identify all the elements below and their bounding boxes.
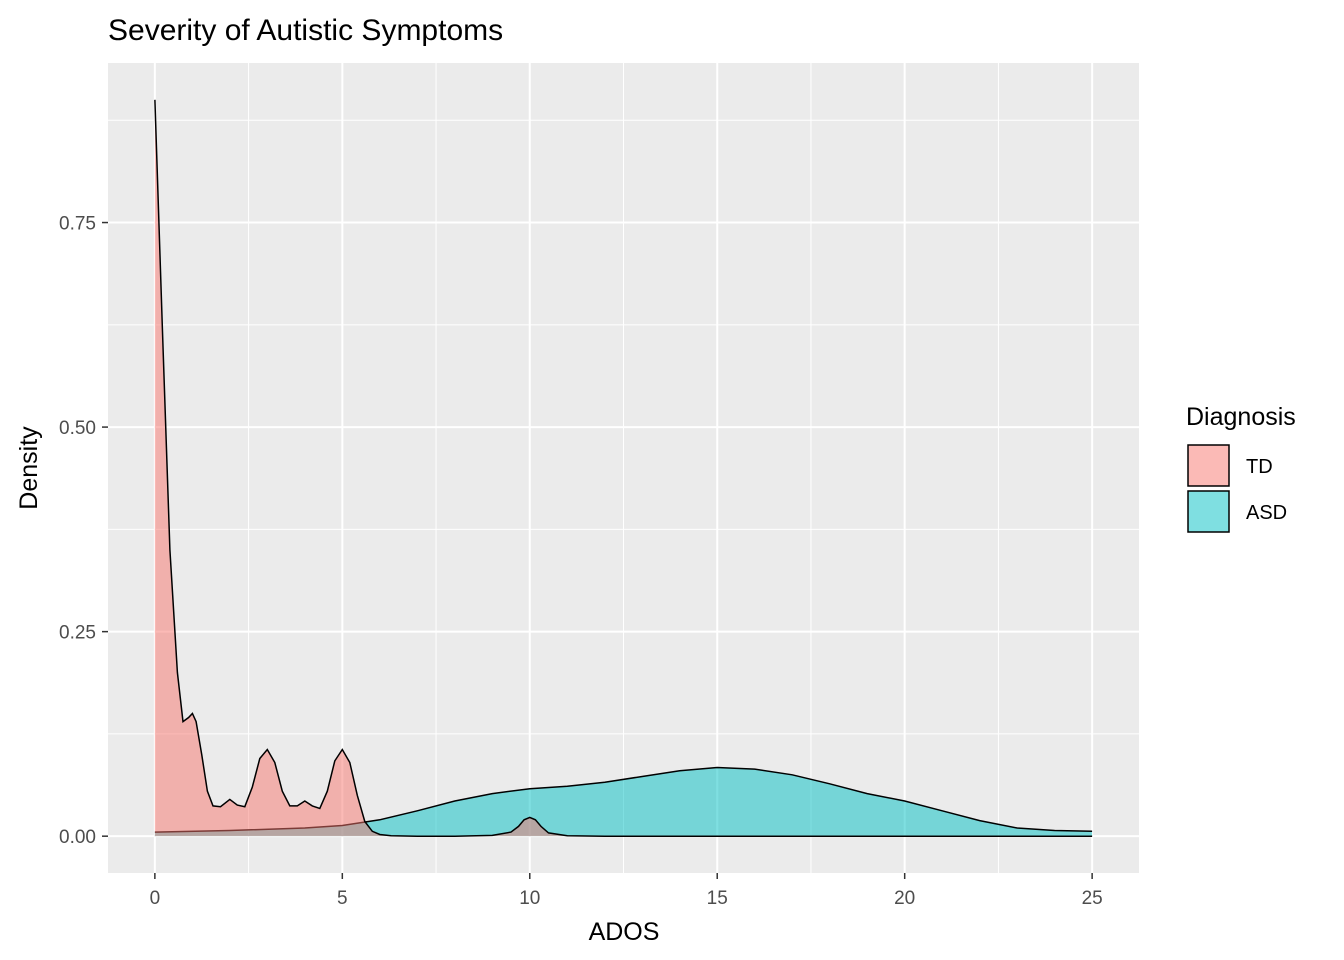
y-tick-label: 0.25: [59, 623, 96, 644]
legend-swatch-td: [1187, 444, 1230, 487]
x-axis-title: ADOS: [589, 918, 660, 946]
legend: Diagnosis TD ASD: [1186, 403, 1296, 533]
y-axis: 0.00 0.25 0.50 0.75: [59, 214, 108, 848]
chart-title: Severity of Autistic Symptoms: [108, 14, 503, 47]
x-tick-label: 20: [894, 888, 915, 909]
x-tick-label: 5: [337, 888, 348, 909]
y-tick-label: 0.50: [59, 418, 96, 439]
y-tick-label: 0.75: [59, 214, 96, 235]
density-line-asd: [154, 766, 1093, 833]
x-tick-label: 10: [519, 888, 540, 909]
legend-label-td: TD: [1246, 456, 1273, 478]
x-tick-label: 0: [150, 888, 161, 909]
x-axis: 0 5 10 15 20 25: [150, 873, 1103, 909]
legend-title: Diagnosis: [1186, 403, 1296, 431]
density-line-td: [154, 99, 1093, 837]
density-areas: [154, 99, 1093, 837]
density-area-asd: [154, 767, 1093, 837]
x-tick-label: 25: [1082, 888, 1103, 909]
legend-label-asd: ASD: [1246, 502, 1287, 524]
legend-entries: TD ASD: [1187, 444, 1287, 533]
y-tick-label: 0.00: [59, 827, 96, 848]
x-tick-label: 15: [707, 888, 728, 909]
legend-swatch-asd: [1187, 490, 1230, 533]
minor-gridlines: [108, 63, 1139, 873]
y-axis-title: Density: [15, 426, 43, 510]
